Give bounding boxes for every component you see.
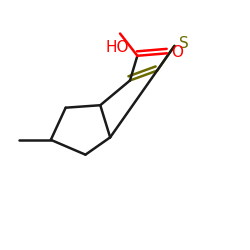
Text: HO: HO <box>106 40 129 55</box>
Text: O: O <box>171 44 183 60</box>
Text: S: S <box>180 36 189 51</box>
